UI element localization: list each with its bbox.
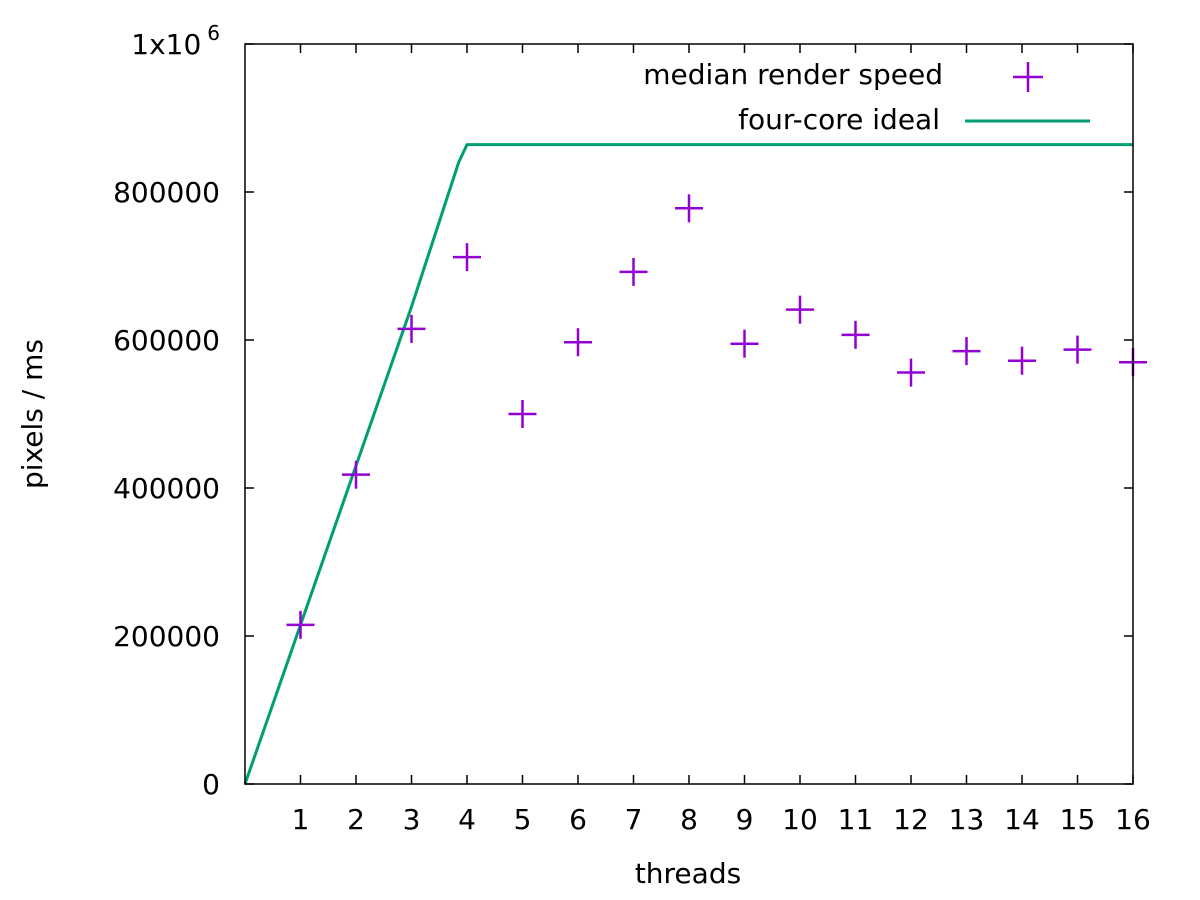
x-tick-label-13: 13: [949, 803, 985, 836]
y-tick-label-0: 0: [202, 768, 220, 801]
y-axis-label: pixels / ms: [16, 339, 49, 489]
x-tick-label-10: 10: [782, 803, 818, 836]
data-point-median-render-speed-13: [952, 337, 981, 366]
x-tick-label-14: 14: [1004, 803, 1040, 836]
x-tick-label-8: 8: [680, 803, 698, 836]
y-axis: 0 200000 400000 600000 800000 1x10 6: [113, 21, 1133, 801]
y-tick-label-200000: 200000: [113, 620, 220, 653]
data-point-median-render-speed-9: [730, 329, 759, 358]
legend: median render speed four-core ideal: [643, 58, 1090, 136]
data-point-median-render-speed-6: [564, 328, 592, 357]
series-layer: [243, 143, 1147, 785]
legend-label-median-render-speed: median render speed: [643, 58, 943, 91]
x-axis: 1 2 3 4 5 6 7 8 9 10 11 12 13 14 15 16: [292, 44, 1151, 836]
y-tick-label-800000: 800000: [113, 176, 220, 209]
data-point-median-render-speed-11: [841, 320, 870, 349]
y-tick-label-600000: 600000: [113, 324, 220, 357]
x-tick-label-4: 4: [458, 803, 476, 836]
x-tick-label-12: 12: [893, 803, 929, 836]
data-point-median-render-speed-15: [1063, 335, 1092, 364]
x-tick-label-16: 16: [1115, 803, 1151, 836]
x-tick-label-9: 9: [736, 803, 754, 836]
data-point-median-render-speed-4: [453, 243, 481, 272]
y-tick-label-1000000: 1x10 6: [131, 21, 220, 61]
data-point-median-render-speed-3: [397, 314, 426, 343]
data-point-median-render-speed-1: [286, 610, 315, 639]
data-point-median-render-speed-10: [786, 295, 814, 324]
x-tick-label-15: 15: [1060, 803, 1096, 836]
x-axis-label: threads: [635, 857, 741, 890]
plot-frame: [244, 43, 1134, 785]
x-tick-label-2: 2: [347, 803, 365, 836]
data-point-median-render-speed-2: [342, 460, 370, 489]
data-point-median-render-speed-5: [508, 400, 537, 428]
series-line-four-core-ideal: [243, 143, 1133, 785]
y-tick-label-400000: 400000: [113, 472, 220, 505]
data-point-median-render-speed-12: [897, 358, 925, 387]
x-tick-label-11: 11: [838, 803, 874, 836]
data-point-median-render-speed-7: [619, 257, 648, 286]
data-point-median-render-speed-8: [675, 194, 703, 223]
data-point-median-render-speed-14: [1008, 346, 1036, 375]
x-tick-label-1: 1: [292, 803, 310, 836]
x-tick-label-5: 5: [514, 803, 532, 836]
legend-label-four-core-ideal: four-core ideal: [738, 103, 940, 136]
x-tick-label-6: 6: [569, 803, 587, 836]
legend-marker-median-render-speed: [1013, 62, 1043, 92]
x-tick-label-3: 3: [403, 803, 421, 836]
x-tick-label-7: 7: [625, 803, 643, 836]
